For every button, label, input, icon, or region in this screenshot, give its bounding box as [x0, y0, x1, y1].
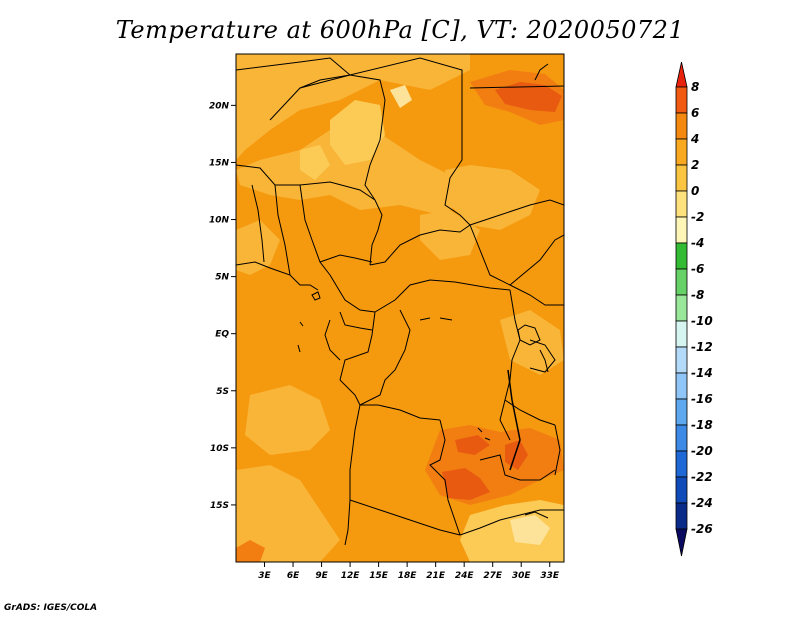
color-bar-segment: [675, 346, 688, 374]
field-patch-hot: [442, 468, 490, 500]
color-bar-label: 2: [691, 158, 699, 172]
field-patch-lighter: [300, 145, 330, 180]
lon-tick-label: 30E: [512, 571, 532, 581]
color-bar-segment: [675, 424, 688, 452]
lon-tick-label: 12E: [341, 571, 361, 581]
color-bar-label: -4: [691, 236, 704, 250]
lat-tick-label: 5N: [215, 273, 229, 283]
color-bar-label: -14: [691, 366, 713, 380]
color-bar-label: 4: [690, 132, 699, 146]
lat-tick-label: 20N: [209, 101, 230, 111]
lat-tick-label: 15S: [210, 501, 229, 511]
lon-tick-label: 6E: [287, 571, 300, 581]
color-bar-label: -10: [691, 314, 713, 328]
color-bar-segment: [675, 216, 688, 244]
lat-tick-label: 10N: [209, 216, 230, 226]
field-patch-warm: [236, 540, 265, 562]
lon-axis: 3E 6E 9E 12E 15E 18E 21E 24E 27E 30E 33E: [258, 562, 560, 581]
lon-tick-label: 15E: [369, 571, 389, 581]
color-bar-segment: [675, 190, 688, 218]
field-patch-lighter: [330, 100, 385, 165]
field-patch-cool: [390, 85, 412, 108]
lon-tick-label: 24E: [455, 571, 475, 581]
color-bar-segment: [675, 268, 688, 296]
color-bar-segment: [675, 450, 688, 478]
color-bar-label: -16: [691, 392, 713, 406]
color-bar-segment: [675, 242, 688, 270]
lat-tick-label: 15N: [209, 158, 230, 168]
color-bar-top-arrow: [675, 61, 688, 88]
lat-tick-label: 10S: [210, 444, 229, 454]
color-bar-label: -20: [691, 444, 713, 458]
color-bar-label: -12: [691, 340, 713, 354]
field-patch-light: [420, 210, 480, 260]
lon-tick-label: 27E: [483, 571, 503, 581]
color-bar-segment: [675, 164, 688, 192]
grads-credit: GrADS: IGES/COLA: [4, 603, 98, 613]
map-frame: [235, 53, 565, 563]
color-bar-label: -6: [691, 262, 704, 276]
field-patch-hot: [455, 435, 490, 455]
lon-tick-label: 33E: [540, 571, 560, 581]
lon-tick-label: 9E: [315, 571, 328, 581]
lon-tick-label: 21E: [426, 571, 446, 581]
field-patch-light: [445, 165, 540, 230]
color-bar: 8 6 4 2 0 -2 -4 -6 -8 -10 -12 -14 -16 -18 -20 -22 -24 -26: [675, 61, 713, 557]
color-bar-segment: [675, 138, 688, 166]
country-borders: [236, 57, 564, 546]
color-bar-label: -24: [691, 496, 713, 510]
color-bar-label: 0: [691, 184, 699, 198]
lon-tick-label: 18E: [398, 571, 418, 581]
color-bar-label: 8: [691, 80, 699, 94]
field-patch-lighter: [460, 500, 564, 562]
lon-tick-label: 3E: [258, 571, 271, 581]
color-bar-segment: [675, 294, 688, 322]
lat-tick-label: EQ: [215, 330, 229, 340]
color-bar-label: -8: [691, 288, 704, 302]
color-bar-label: -18: [691, 418, 713, 432]
color-bar-segment: [675, 372, 688, 400]
color-bar-label: -26: [691, 522, 713, 536]
field-patch-hot: [495, 82, 562, 112]
color-bar-bottom-arrow: [675, 528, 688, 557]
color-bar-segment: [675, 398, 688, 426]
color-bar-segment: [675, 502, 688, 530]
lat-tick-label: 5S: [216, 387, 229, 397]
field-patch-cool: [510, 515, 550, 545]
field-patch-hot: [505, 440, 528, 470]
map-title: Temperature at 600hPa [C], VT: 202005072…: [115, 16, 685, 44]
color-bar-label: -22: [691, 470, 713, 484]
color-bar-segment: [675, 320, 688, 348]
temperature-field: [236, 54, 564, 562]
color-bar-segment: [675, 86, 688, 114]
field-patch-light: [236, 120, 470, 215]
color-bar-label: -2: [691, 210, 704, 224]
field-patch-light: [500, 310, 564, 375]
color-bar-segment: [675, 112, 688, 140]
field-patch-light: [236, 220, 280, 275]
color-bar-segment: [675, 476, 688, 504]
field-patch-light: [236, 54, 470, 160]
field-patch-light: [245, 385, 330, 455]
color-bar-label: 6: [691, 106, 699, 120]
field-patch-light: [236, 465, 340, 562]
lat-axis: 20N 15N 10N 5N EQ 5S 10S 15S: [209, 101, 236, 511]
